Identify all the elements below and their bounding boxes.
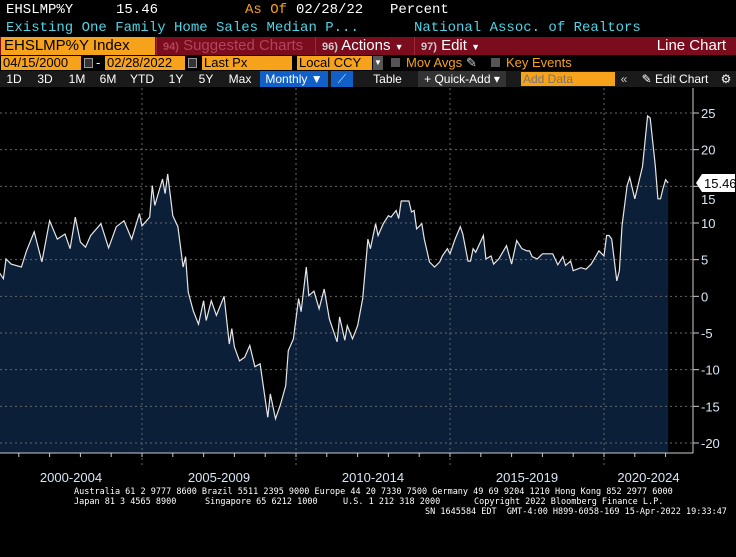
start-date-input[interactable]: 04/15/2000 <box>1 56 81 70</box>
field-select[interactable]: Last Px <box>202 56 292 70</box>
gear-icon[interactable]: ⚙ <box>720 72 732 86</box>
x-category-label: 2010-2014 <box>341 470 405 485</box>
security-input[interactable]: EHSLMP%Y Index <box>1 37 155 55</box>
series-line <box>0 114 669 422</box>
y-tick-label: -10 <box>701 363 720 378</box>
y-tick-label: -15 <box>701 399 720 414</box>
y-tick-label: 5 <box>701 253 708 268</box>
toolbar: 1D 3D 1M 6M YTD 1Y 5Y Max Monthly ▼ ⟋ Ta… <box>0 71 736 87</box>
add-data-input[interactable] <box>521 72 615 86</box>
area-fill <box>0 115 669 453</box>
y-tick-label: 0 <box>701 289 708 304</box>
key-events-label: Key Events <box>506 55 572 70</box>
x-category-label: 2015-2019 <box>495 470 559 485</box>
chevron-down-icon: ▼ <box>394 42 404 52</box>
mov-avgs-label: Mov Avgs <box>406 55 463 70</box>
footer-singapore: Singapore 65 6212 1000 <box>205 497 318 507</box>
mov-avgs-checkbox[interactable] <box>391 58 400 67</box>
suggested-charts-button[interactable]: 94) Suggested Charts <box>156 37 314 55</box>
table-button[interactable]: Table <box>373 72 402 86</box>
period-ytd[interactable]: YTD <box>130 72 154 86</box>
line-chart-icon[interactable]: ⟋ <box>331 71 353 87</box>
y-tick-label: -20 <box>701 436 720 451</box>
y-tick-label: -5 <box>701 326 713 341</box>
period-1y[interactable]: 1Y <box>168 72 184 86</box>
ticker: EHSLMP%Y <box>6 2 74 18</box>
menu-number: 97) <box>421 41 437 53</box>
chart-area[interactable]: -20 -15 -10 -5 0 5 10 15 20 25 15.46 <box>0 88 736 468</box>
period-6m[interactable]: 6M <box>99 72 117 86</box>
chevron-down-icon[interactable]: ▼ <box>373 56 383 70</box>
actions-button[interactable]: 96) Actions ▼ <box>315 37 413 55</box>
pencil-icon[interactable]: ✎ <box>466 55 477 70</box>
as-of-label: As Of <box>245 2 288 18</box>
menu-number: 94) <box>163 41 179 53</box>
unit-label: Percent <box>390 2 449 18</box>
chevron-down-icon: ▼ <box>471 42 481 52</box>
chart-type-label: Line Chart <box>656 37 726 54</box>
footer-copyright: Copyright 2022 Bloomberg Finance L.P. <box>474 497 664 507</box>
key-events-checkbox[interactable] <box>491 58 500 67</box>
x-category-label: 2000-2004 <box>39 470 103 485</box>
button-label: Edit Chart <box>655 72 709 86</box>
frequency-select[interactable]: Monthly ▼ <box>260 71 328 87</box>
button-label: Actions <box>341 37 391 54</box>
period-1d[interactable]: 1D <box>6 72 22 86</box>
y-tick-label: 25 <box>701 106 715 121</box>
x-category-label: 2005-2009 <box>187 470 251 485</box>
calendar-icon[interactable] <box>84 58 93 68</box>
footer-us: U.S. 1 212 318 2000 <box>343 497 441 507</box>
footer-japan: Japan 81 3 4565 8900 <box>74 497 177 507</box>
end-date-input[interactable]: 02/28/2022 <box>105 56 185 70</box>
source: National Assoc. of Realtors <box>414 20 641 36</box>
period-3d[interactable]: 3D <box>37 72 53 86</box>
last-value-tag <box>696 173 735 192</box>
footer: Australia 61 2 9777 8600 Brazil 5511 239… <box>0 487 736 557</box>
period-max[interactable]: Max <box>228 72 252 86</box>
date-separator: - <box>96 55 101 70</box>
series-description: Existing One Family Home Sales Median P.… <box>6 20 359 36</box>
pencil-icon: ✎ <box>641 72 652 86</box>
y-tick-label: 10 <box>701 216 715 231</box>
button-label: Edit <box>441 37 467 54</box>
security-header: EHSLMP%Y 15.46 As Of 02/28/22 Percent <box>6 2 449 19</box>
as-of-date: 02/28/22 <box>296 2 364 18</box>
controls-row: 04/15/2000 - 02/28/2022 Last Px Local CC… <box>0 55 736 71</box>
footer-session: SN 1645584 EDT GMT-4:00 H899-6058-169 15… <box>425 507 727 517</box>
last-value-label: 15.46 <box>704 176 736 191</box>
button-label: Suggested Charts <box>183 37 304 54</box>
menu-number: 96) <box>322 41 338 53</box>
period-5y[interactable]: 5Y <box>198 72 214 86</box>
currency-select[interactable]: Local CCY <box>297 56 372 70</box>
edit-button[interactable]: 97) Edit ▼ <box>414 37 494 55</box>
x-category-label: 2020-2024 <box>617 470 680 485</box>
y-tick-label: 20 <box>701 143 715 158</box>
last-value: 15.46 <box>116 2 159 18</box>
period-1m[interactable]: 1M <box>68 72 86 86</box>
footer-contacts-line1: Australia 61 2 9777 8600 Brazil 5511 239… <box>74 487 673 497</box>
calendar-icon[interactable] <box>188 58 197 68</box>
edit-chart-button[interactable]: ✎ Edit Chart <box>635 71 715 87</box>
menu-bar: EHSLMP%Y Index 94) Suggested Charts 96) … <box>0 37 736 55</box>
collapse-button[interactable]: « <box>620 72 628 86</box>
quick-add-button[interactable]: + Quick-Add ▾ <box>418 71 506 87</box>
y-tick-label: 15 <box>701 192 715 207</box>
